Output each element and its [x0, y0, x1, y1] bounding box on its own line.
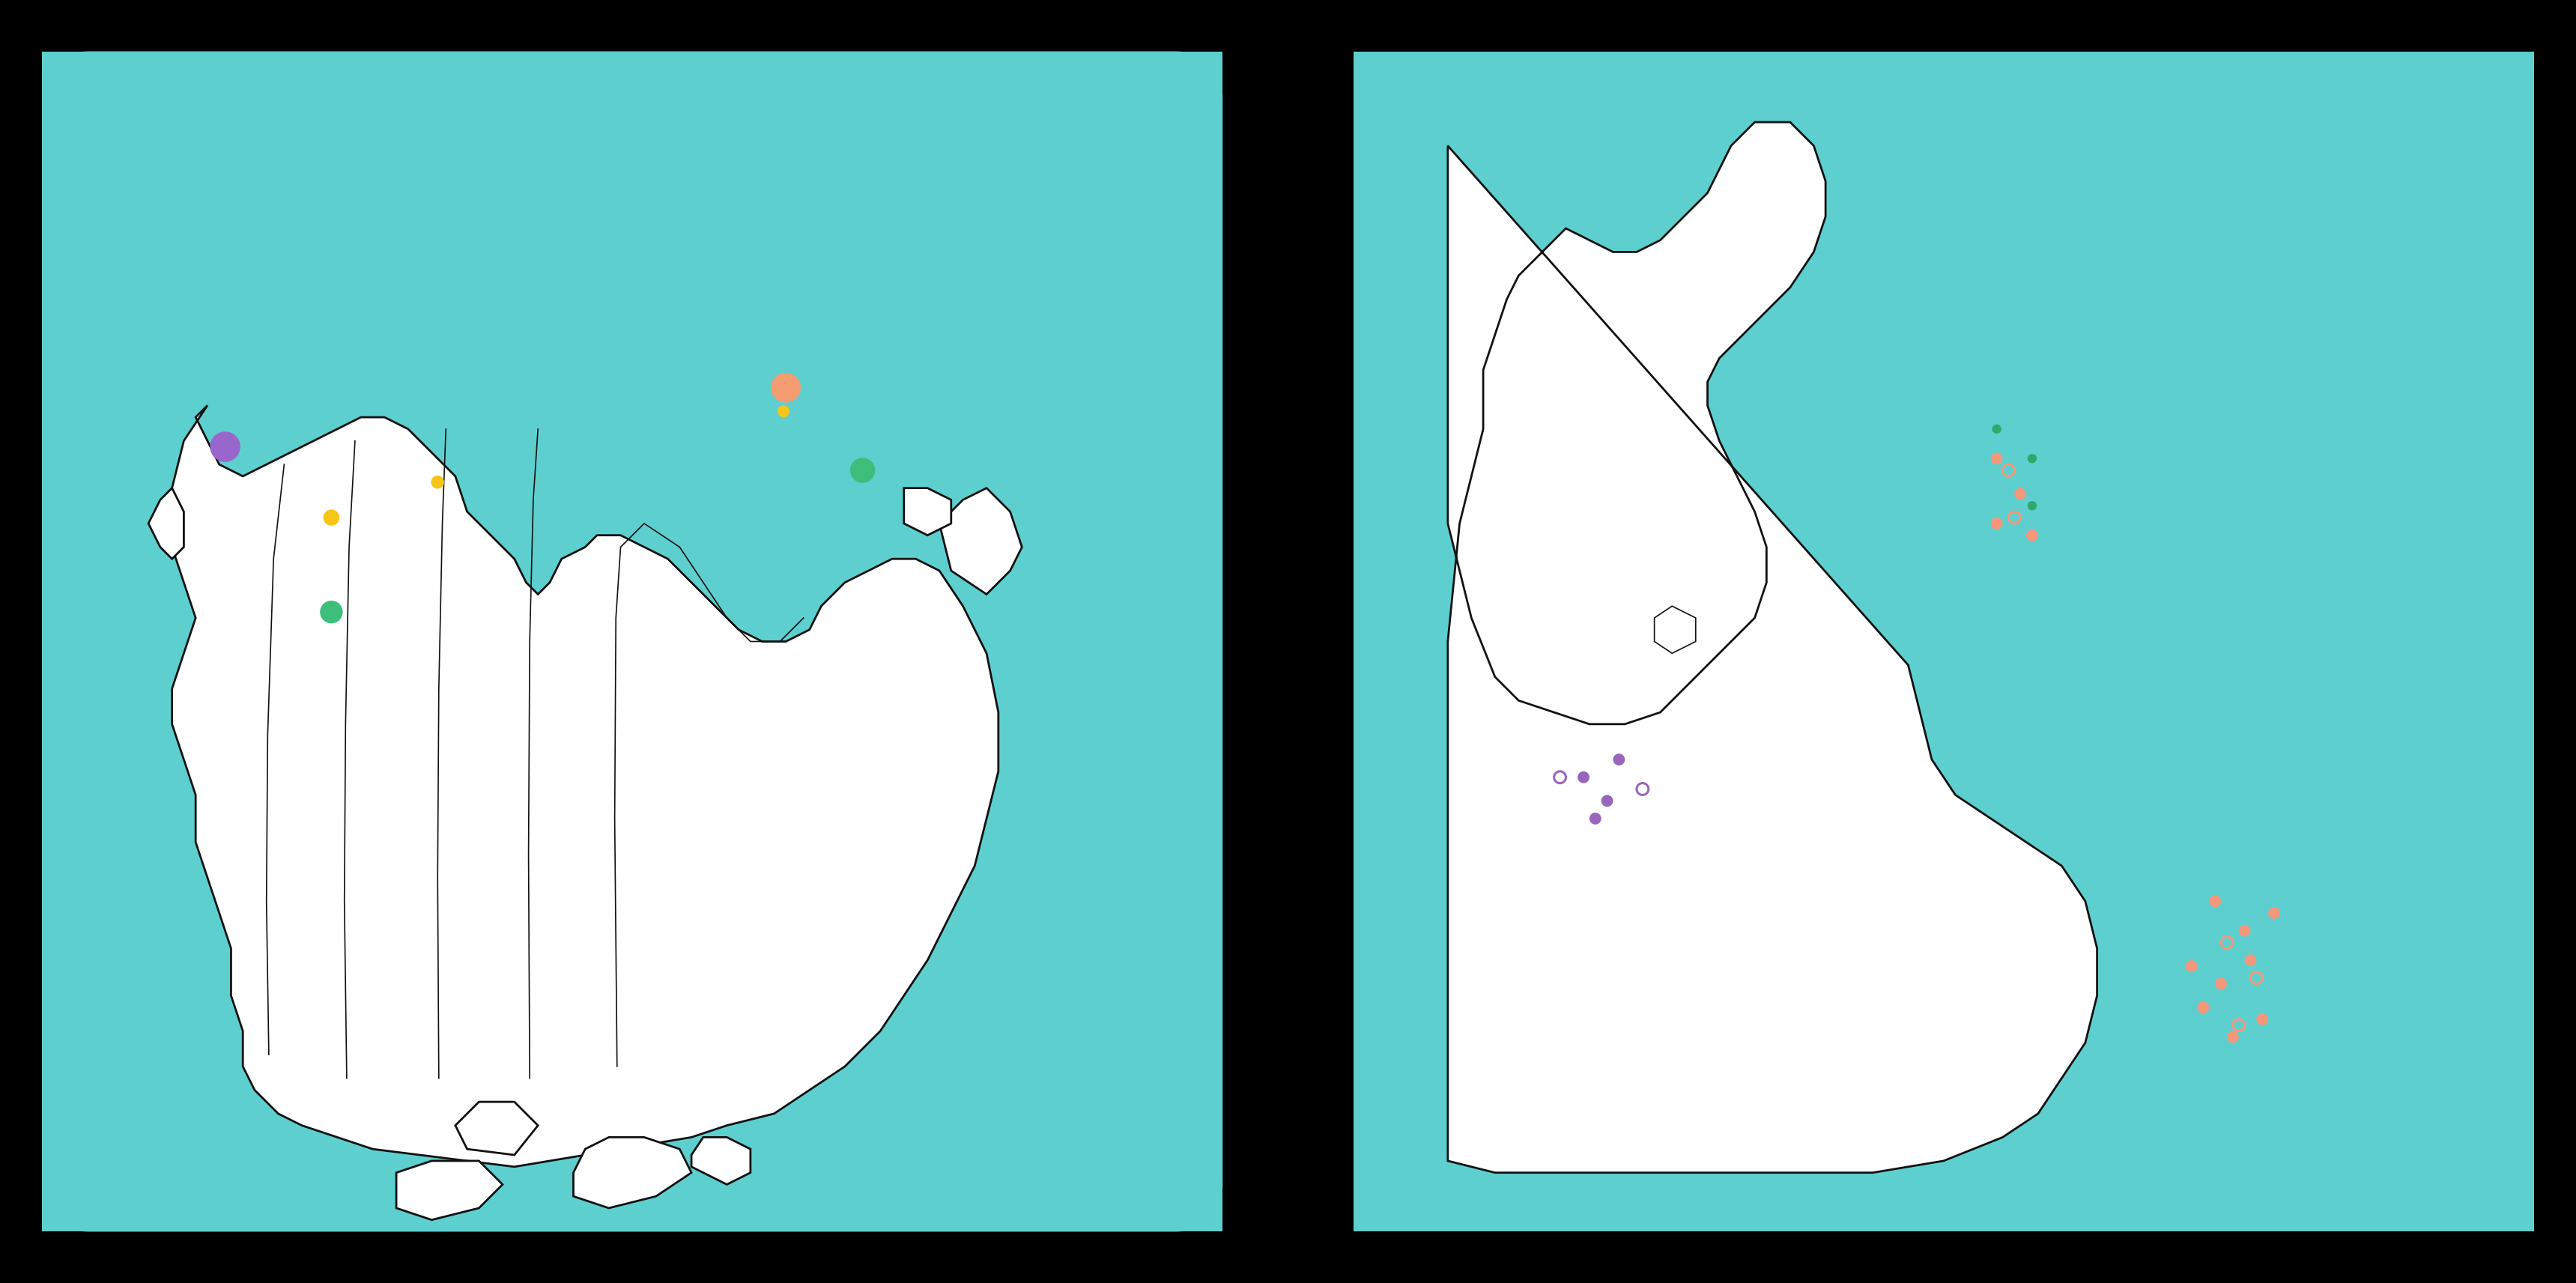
- Point: [204, 436, 245, 457]
- Point: [2231, 949, 2272, 970]
- Point: [2254, 903, 2295, 924]
- Point: [2241, 1008, 2282, 1029]
- Point: [765, 377, 806, 398]
- Point: [762, 402, 804, 422]
- Point: [1976, 513, 2017, 534]
- Point: [2213, 1026, 2254, 1047]
- Point: [2218, 1015, 2259, 1035]
- Point: [1999, 484, 2040, 504]
- Point: [1994, 507, 2035, 527]
- Point: [2205, 933, 2246, 953]
- Polygon shape: [1654, 606, 1695, 653]
- Point: [2012, 448, 2053, 468]
- Polygon shape: [173, 405, 999, 1166]
- Point: [842, 461, 884, 481]
- Polygon shape: [149, 488, 183, 559]
- Point: [2200, 974, 2241, 994]
- Polygon shape: [574, 1137, 690, 1209]
- Point: [417, 472, 459, 493]
- Point: [2012, 525, 2053, 545]
- Polygon shape: [397, 1161, 502, 1220]
- Point: [1976, 418, 2017, 439]
- Polygon shape: [690, 1137, 750, 1184]
- Point: [2195, 890, 2236, 911]
- FancyBboxPatch shape: [41, 51, 1224, 1232]
- Polygon shape: [1448, 122, 2097, 1173]
- Point: [1564, 767, 1605, 788]
- Point: [1623, 779, 1664, 799]
- Point: [2012, 495, 2053, 516]
- Point: [1540, 767, 1582, 788]
- Point: [2223, 920, 2264, 940]
- Point: [1587, 790, 1628, 811]
- Point: [1989, 461, 2030, 481]
- Point: [2182, 997, 2223, 1017]
- Point: [2236, 967, 2277, 988]
- Point: [1597, 749, 1638, 770]
- Polygon shape: [904, 488, 951, 535]
- Point: [2172, 956, 2213, 976]
- Polygon shape: [456, 1102, 538, 1155]
- Point: [312, 602, 353, 622]
- Point: [1976, 448, 2017, 468]
- Point: [1574, 808, 1615, 829]
- Point: [312, 507, 353, 527]
- Polygon shape: [940, 488, 1023, 594]
